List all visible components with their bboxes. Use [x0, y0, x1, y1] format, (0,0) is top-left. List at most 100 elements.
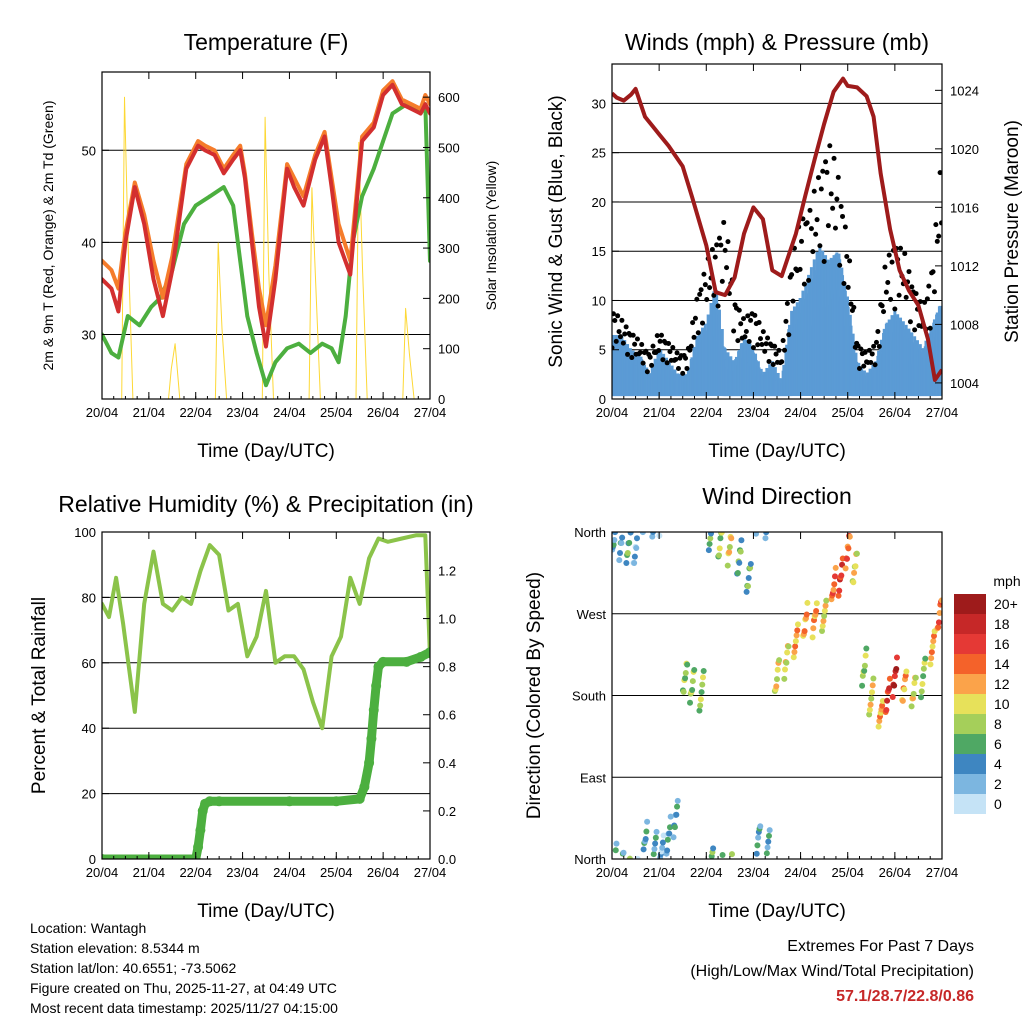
direction-point [938, 597, 942, 604]
direction-point [652, 834, 659, 841]
gust-point [872, 362, 878, 368]
x-tick-label: 21/04 [133, 405, 166, 420]
y-tick-label: 5 [599, 343, 606, 358]
direction-point [790, 654, 797, 661]
gust-point [688, 343, 694, 349]
y-tick-label: 10 [592, 293, 606, 308]
gust-point [742, 334, 748, 340]
y-tick-label: 0 [89, 852, 96, 867]
direction-point [671, 824, 678, 831]
direction-point [726, 544, 733, 551]
direction-point [674, 803, 681, 810]
x-tick-label: 23/04 [737, 405, 770, 420]
gust-point [869, 351, 875, 357]
gust-point [797, 266, 803, 272]
direction-point [794, 621, 801, 628]
x-tick-label: 23/04 [737, 865, 770, 880]
direction-point [784, 649, 791, 656]
gust-point [712, 254, 718, 260]
x-tick-label: 22/04 [690, 865, 723, 880]
direction-point [912, 674, 919, 681]
gust-point [820, 168, 826, 174]
gust-point [799, 238, 805, 244]
gust-point [780, 338, 786, 344]
y-axis-label: Percent & Total Rainfall [29, 597, 50, 794]
panel-humidity: 20/04 21/04 22/04 23/04 24/04 25/04 26/04 27/04… [29, 491, 474, 922]
data-point [336, 360, 341, 364]
y2-tick-label: 0.6 [438, 708, 456, 723]
direction-point [891, 682, 898, 689]
gust-point [643, 348, 649, 354]
direction-point [844, 555, 851, 562]
data-point [425, 647, 430, 658]
data-point [371, 680, 382, 691]
gust-point [922, 299, 928, 305]
direction-point [745, 583, 752, 590]
y-tick-label: 20 [592, 195, 606, 210]
y2-tick-label: 500 [438, 140, 460, 155]
direction-point [738, 537, 745, 544]
gust-point [813, 231, 819, 237]
direction-point [910, 690, 917, 697]
legend-label: 18 [994, 616, 1010, 632]
gust-point [704, 296, 710, 302]
gust-point [866, 347, 872, 353]
gust-point [772, 343, 778, 349]
gust-point [725, 239, 731, 245]
direction-point [684, 661, 691, 668]
recent-timestamp-text: Most recent data timestamp: 2025/11/27 0… [30, 1000, 338, 1016]
gust-point [861, 363, 867, 369]
direction-point [886, 675, 893, 682]
direction-point [819, 628, 826, 635]
data-point [308, 351, 313, 355]
direction-point [850, 579, 857, 586]
direction-point [682, 675, 689, 682]
direction-point [612, 847, 619, 854]
y2-tick-label: 1.0 [438, 612, 456, 627]
gust-point [745, 313, 751, 319]
data-point [297, 341, 301, 346]
x-tick-label: 25/04 [831, 865, 864, 880]
direction-point [875, 723, 882, 730]
direction-point [831, 581, 838, 588]
y-tick-label: North [574, 852, 606, 867]
gust-point [888, 296, 894, 302]
y2-axis-label: Station Pressure (Maroon) [1002, 120, 1023, 343]
data-point [245, 314, 250, 318]
gust-point [840, 213, 846, 219]
gust-point [622, 331, 628, 337]
direction-point [762, 535, 769, 542]
legend-swatch [954, 694, 986, 714]
gust-point [889, 259, 895, 265]
direction-point [866, 711, 873, 718]
gust-point [896, 292, 902, 298]
direction-point [835, 592, 842, 599]
direction-point [620, 849, 627, 856]
direction-point [852, 563, 859, 570]
gust-point [750, 345, 756, 351]
direction-point [883, 707, 890, 714]
x-tick-label: 26/04 [367, 405, 400, 420]
direction-point [612, 532, 619, 536]
plot-area [102, 79, 430, 399]
plot-frame [101, 71, 431, 400]
direction-point [631, 560, 638, 567]
gust-point [841, 280, 847, 286]
panel-direction: 20/04 21/04 22/04 23/04 24/04 25/04 26/04 27/04… [524, 483, 1021, 922]
legend-label: 6 [994, 736, 1002, 752]
direction-point [674, 797, 681, 804]
data-point [254, 351, 259, 355]
direction-point [936, 609, 942, 616]
station-info: Location: Wantagh Station elevation: 8.5… [30, 918, 338, 1018]
x-tick-label: 21/04 [643, 865, 676, 880]
direction-point [624, 550, 631, 557]
gust-point [913, 291, 919, 297]
data-point [368, 704, 379, 715]
gust-point [735, 338, 741, 344]
x-tick-label: 20/04 [86, 405, 119, 420]
extremes-title: Extremes For Past 7 Days [787, 938, 974, 955]
gust-point [902, 251, 908, 257]
gust-point [612, 317, 618, 323]
direction-point [659, 844, 666, 851]
gust-point [892, 306, 898, 312]
